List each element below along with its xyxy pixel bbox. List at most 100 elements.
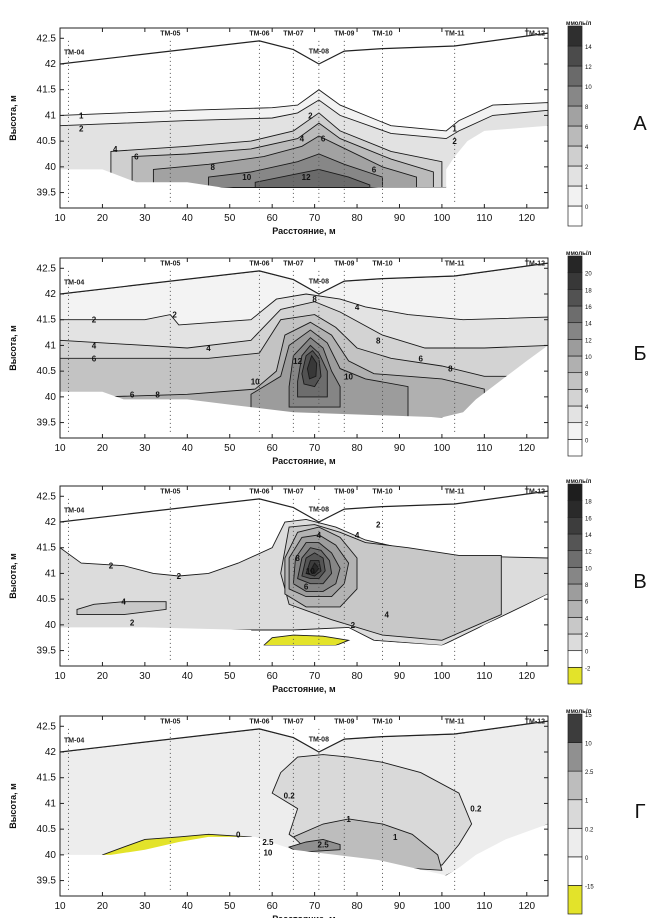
contour-fill [309, 562, 320, 574]
contour-label: 0.2 [284, 792, 296, 801]
y-tick-label: 41.5 [37, 85, 57, 96]
colorbar-level: 6 [585, 600, 589, 606]
x-tick-label: 100 [434, 671, 451, 682]
x-tick-label: 100 [434, 443, 451, 454]
x-tick-label: 90 [394, 671, 406, 682]
colorbar-level: 8 [585, 583, 589, 589]
x-tick-label: 60 [267, 213, 279, 224]
panel-2: 2 4 6 2 4 6 8 10 8 4 8 6 8 10 12 ТМ-04 ТМ-05 ТМ-06 ТМ-07 ТМ… [8, 251, 647, 466]
colorbar-swatch [567, 355, 583, 374]
below-bottom-mask [60, 824, 548, 896]
colorbar-level: 10 [585, 85, 592, 91]
colorbar-level: 14 [585, 322, 592, 328]
x-tick-label: 10 [54, 213, 66, 224]
well-label: ТМ-05 [160, 719, 180, 726]
colorbar-swatch [567, 372, 583, 390]
y-tick-label: 40.5 [37, 136, 57, 147]
below-bottom-mask [60, 345, 548, 438]
contour-label: 2 [130, 618, 135, 627]
well-label: ТМ-11 [445, 719, 465, 726]
x-tick-label: 30 [139, 671, 151, 682]
colorbar-level: 14 [585, 533, 592, 539]
x-tick-label: 70 [309, 213, 321, 224]
colorbar-level: 16 [585, 516, 592, 522]
x-tick-label: 20 [97, 213, 109, 224]
y-tick-label: 42 [45, 289, 57, 300]
colorbar-swatch [567, 145, 583, 167]
x-tick-label: 40 [182, 671, 194, 682]
above-surface-mask [60, 28, 548, 64]
below-bottom-mask [60, 594, 548, 666]
y-tick-label: 42.5 [37, 721, 57, 732]
contour-label: 12 [302, 173, 311, 182]
contour-label: 4 [317, 531, 322, 540]
contour-label: 6 [92, 354, 97, 363]
well-label: ТМ-11 [445, 261, 465, 268]
contour-label: 6 [130, 390, 135, 399]
colorbar-level: 6 [585, 125, 589, 131]
well-label: ТМ-06 [249, 31, 269, 38]
contour-label: 0 [236, 830, 241, 839]
contour-label: 4 [121, 598, 126, 607]
above-surface-mask [60, 486, 548, 522]
x-tick-label: 70 [309, 671, 321, 682]
colorbar-level: 10 [585, 566, 592, 572]
well-label: ТМ-09 [334, 489, 354, 496]
colorbar-swatch [567, 322, 583, 340]
x-tick-label: 60 [267, 671, 279, 682]
colorbar-swatch [567, 165, 583, 187]
y-tick-label: 42.5 [37, 33, 57, 44]
colorbar-swatch [567, 305, 583, 324]
y-tick-label: 39.5 [37, 418, 57, 429]
y-tick-label: 40.5 [37, 824, 57, 835]
colorbar-swatch [567, 633, 583, 652]
contour-label: 8 [155, 390, 160, 399]
contour-label: 0.2 [470, 805, 482, 814]
colorbar-unit: ммоль/л [566, 709, 591, 715]
colorbar-level: 18 [585, 288, 592, 294]
x-tick-label: 40 [182, 901, 194, 912]
colorbar-swatch [567, 125, 583, 147]
well-label: ТМ-06 [249, 489, 269, 496]
colorbar-level: 0 [585, 205, 589, 211]
colorbar-swatch [567, 770, 583, 801]
colorbar-swatch [567, 827, 583, 858]
contour-label: 4 [355, 531, 360, 540]
y-tick-label: 42 [45, 517, 57, 528]
well-label: ТМ-06 [249, 261, 269, 268]
colorbar-swatch [567, 185, 583, 207]
colorbar-swatch [567, 205, 583, 227]
colorbar-level: 20 [585, 272, 592, 278]
plot-frame [59, 485, 549, 667]
x-tick-label: 100 [434, 213, 451, 224]
x-tick-label: 90 [394, 443, 406, 454]
y-tick-label: 40.5 [37, 594, 57, 605]
colorbar-level: 16 [585, 305, 592, 311]
well-label: ТМ-10 [372, 31, 392, 38]
colorbar-unit: ммоль/л [566, 479, 591, 485]
y-tick-label: 42 [45, 59, 57, 70]
x-tick-label: 120 [518, 213, 535, 224]
colorbar-unit: ммоль/л [566, 251, 591, 257]
x-tick-label: 90 [394, 213, 406, 224]
x-tick-label: 60 [267, 901, 279, 912]
contour-label: 10 [251, 377, 260, 386]
plot-frame [59, 715, 549, 897]
y-tick-label: 39.5 [37, 188, 57, 199]
x-tick-label: 80 [351, 443, 363, 454]
ground-surface-line [60, 720, 548, 753]
y-tick-label: 40 [45, 850, 57, 861]
colorbar-swatch [567, 65, 583, 87]
well-label: ТМ-08 [309, 507, 329, 514]
colorbar-level: -2 [585, 666, 591, 672]
plot-frame [59, 27, 549, 209]
well-label: ТМ-08 [309, 49, 329, 56]
well-label: ТМ-04 [64, 50, 84, 57]
y-tick-label: 42.5 [37, 263, 57, 274]
colorbar-level: 12 [585, 338, 592, 344]
colorbar-swatch [567, 105, 583, 127]
x-tick-label: 40 [182, 213, 194, 224]
y-tick-label: 42 [45, 747, 57, 758]
